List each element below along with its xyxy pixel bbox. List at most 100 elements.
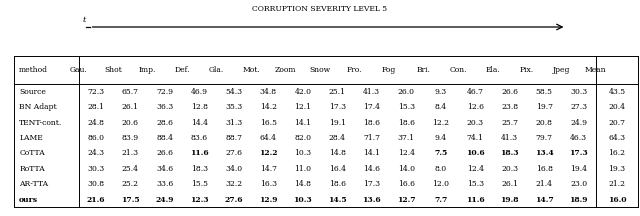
Text: 41.3: 41.3: [364, 88, 380, 96]
Text: 8.0: 8.0: [435, 165, 447, 173]
Text: 18.6: 18.6: [329, 180, 346, 188]
Text: 13.4: 13.4: [535, 149, 554, 157]
Text: 26.1: 26.1: [501, 180, 518, 188]
Text: 25.4: 25.4: [122, 165, 139, 173]
Text: 12.9: 12.9: [259, 196, 278, 204]
Text: 36.3: 36.3: [156, 103, 173, 111]
Text: 16.6: 16.6: [398, 180, 415, 188]
Text: 34.6: 34.6: [156, 165, 173, 173]
Text: 12.4: 12.4: [398, 149, 415, 157]
Text: 15.5: 15.5: [191, 180, 208, 188]
Text: 43.5: 43.5: [609, 88, 625, 96]
Text: Pix.: Pix.: [520, 66, 534, 74]
Text: 18.3: 18.3: [191, 165, 208, 173]
Text: 26.6: 26.6: [156, 149, 173, 157]
Text: Shot: Shot: [104, 66, 122, 74]
Text: 25.7: 25.7: [501, 119, 518, 127]
Text: 28.4: 28.4: [329, 134, 346, 142]
Text: 65.7: 65.7: [122, 88, 139, 96]
Text: 12.0: 12.0: [432, 180, 449, 188]
Text: LAME: LAME: [19, 134, 43, 142]
Text: Jpeg: Jpeg: [553, 66, 570, 74]
Text: 14.5: 14.5: [328, 196, 347, 204]
Text: 19.8: 19.8: [500, 196, 519, 204]
Text: 20.3: 20.3: [467, 119, 484, 127]
Text: 19.1: 19.1: [329, 119, 346, 127]
Text: Con.: Con.: [449, 66, 467, 74]
Text: 72.3: 72.3: [88, 88, 104, 96]
Text: 12.2: 12.2: [259, 149, 278, 157]
Text: Source: Source: [19, 88, 46, 96]
Text: 28.1: 28.1: [88, 103, 104, 111]
Text: 10.3: 10.3: [294, 149, 312, 157]
Text: 71.7: 71.7: [364, 134, 380, 142]
Text: 27.6: 27.6: [225, 196, 243, 204]
Text: 11.0: 11.0: [294, 165, 311, 173]
Text: 41.3: 41.3: [501, 134, 518, 142]
Text: 17.3: 17.3: [364, 180, 380, 188]
Text: 18.6: 18.6: [398, 119, 415, 127]
Text: Bri.: Bri.: [417, 66, 431, 74]
Text: Gla.: Gla.: [209, 66, 224, 74]
Text: 16.2: 16.2: [609, 149, 625, 157]
Text: BN Adapt: BN Adapt: [19, 103, 57, 111]
Text: 9.3: 9.3: [435, 88, 447, 96]
Text: 14.4: 14.4: [191, 119, 208, 127]
Text: 26.6: 26.6: [501, 88, 518, 96]
Text: 34.0: 34.0: [225, 165, 243, 173]
Text: Ela.: Ela.: [485, 66, 500, 74]
Text: 7.5: 7.5: [434, 149, 447, 157]
Text: 83.9: 83.9: [122, 134, 139, 142]
Text: 14.1: 14.1: [364, 149, 380, 157]
Text: 18.9: 18.9: [570, 196, 588, 204]
Text: 12.7: 12.7: [397, 196, 415, 204]
Text: Fro.: Fro.: [347, 66, 362, 74]
Text: 21.2: 21.2: [609, 180, 625, 188]
Text: Mean: Mean: [585, 66, 607, 74]
Text: 16.3: 16.3: [260, 180, 277, 188]
Text: Gau.: Gau.: [70, 66, 88, 74]
Text: AR-TTA: AR-TTA: [19, 180, 49, 188]
Text: 14.7: 14.7: [260, 165, 277, 173]
Text: Fog: Fog: [382, 66, 396, 74]
Text: 27.3: 27.3: [570, 103, 588, 111]
Text: 14.6: 14.6: [364, 165, 380, 173]
Text: 20.4: 20.4: [609, 103, 625, 111]
Text: 16.4: 16.4: [329, 165, 346, 173]
Text: 16.0: 16.0: [608, 196, 627, 204]
Text: 86.0: 86.0: [88, 134, 104, 142]
Text: 82.0: 82.0: [294, 134, 311, 142]
Text: 17.4: 17.4: [364, 103, 380, 111]
Text: 10.3: 10.3: [294, 196, 312, 204]
Text: 30.3: 30.3: [87, 165, 104, 173]
Text: 12.4: 12.4: [467, 165, 484, 173]
Text: 15.3: 15.3: [467, 180, 484, 188]
Text: 26.0: 26.0: [398, 88, 415, 96]
Text: ours: ours: [19, 196, 38, 204]
Text: 18.6: 18.6: [364, 119, 380, 127]
Text: 18.3: 18.3: [500, 149, 519, 157]
Text: 13.6: 13.6: [362, 196, 381, 204]
Text: 10.6: 10.6: [466, 149, 484, 157]
Text: Def.: Def.: [175, 66, 190, 74]
Text: 33.6: 33.6: [156, 180, 173, 188]
Text: 83.6: 83.6: [191, 134, 208, 142]
Text: TENT-cont.: TENT-cont.: [19, 119, 63, 127]
Text: 88.4: 88.4: [156, 134, 173, 142]
Text: Zoom: Zoom: [275, 66, 296, 74]
Text: 46.7: 46.7: [467, 88, 484, 96]
Text: 14.8: 14.8: [294, 180, 311, 188]
Text: t: t: [82, 16, 86, 24]
Text: 54.3: 54.3: [225, 88, 243, 96]
Text: 58.5: 58.5: [536, 88, 553, 96]
Text: RoTTA: RoTTA: [19, 165, 45, 173]
Text: 21.4: 21.4: [536, 180, 553, 188]
Text: Snow: Snow: [310, 66, 331, 74]
Text: 21.6: 21.6: [87, 196, 105, 204]
Text: 8.4: 8.4: [435, 103, 447, 111]
Text: 28.6: 28.6: [156, 119, 173, 127]
Text: 35.3: 35.3: [225, 103, 243, 111]
Text: 9.4: 9.4: [435, 134, 447, 142]
Text: 64.4: 64.4: [260, 134, 277, 142]
Text: 64.3: 64.3: [609, 134, 625, 142]
